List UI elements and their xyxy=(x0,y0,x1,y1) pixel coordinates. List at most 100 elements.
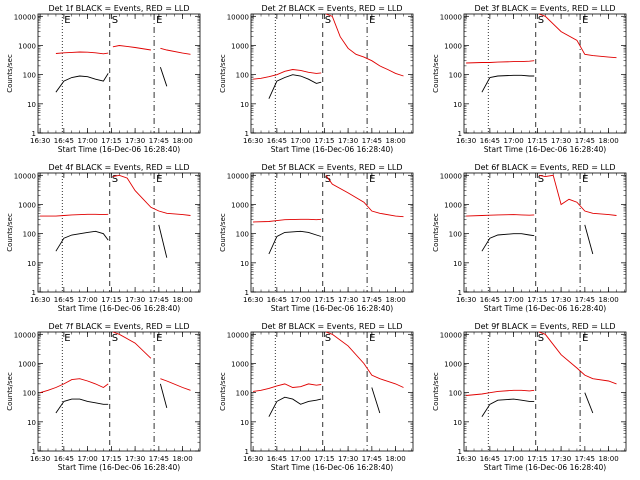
x-tick-label: 17:45 xyxy=(575,296,595,304)
x-axis-label: Start Time (16-Dec-06 16:28:40) xyxy=(58,304,180,313)
y-tick-label: 1000 xyxy=(231,42,249,50)
y-tick-label: 100 xyxy=(236,72,249,80)
x-tick-label: 18:00 xyxy=(385,455,405,463)
y-tick-label: 100 xyxy=(23,72,36,80)
x-tick-label: 17:00 xyxy=(291,296,311,304)
x-tick-label: 16:30 xyxy=(30,137,50,145)
x-axis-label: Start Time (16-Dec-06 16:28:40) xyxy=(484,463,606,472)
x-tick-label: 17:30 xyxy=(125,296,145,304)
y-tick-label: 10000 xyxy=(227,13,249,21)
x-tick-label: 17:45 xyxy=(149,137,169,145)
y-tick-label: 1 xyxy=(458,448,462,456)
series-line-events xyxy=(481,74,535,93)
y-tick-label: 100 xyxy=(236,231,249,239)
y-tick-label: 10 xyxy=(453,419,462,427)
panel-7: Det 7f BLACK = Events, RED = LLD 1 10 100 10… xyxy=(6,322,201,472)
y-tick-label: 10 xyxy=(240,260,249,268)
time-marker-label: S xyxy=(325,15,331,26)
x-tick-label: 17:30 xyxy=(551,455,571,463)
time-marker-label: E xyxy=(369,174,375,185)
y-tick-label: 10000 xyxy=(227,331,249,339)
x-tick-label: 18:00 xyxy=(172,296,192,304)
y-axis-label: Counts/sec xyxy=(6,372,14,411)
series-line-events xyxy=(268,230,322,255)
time-marker-label: E xyxy=(582,15,588,26)
series-line-events xyxy=(481,392,594,417)
x-tick-label: 17:15 xyxy=(314,137,334,145)
y-tick-label: 10 xyxy=(27,101,36,109)
y-axis-label: Counts/sec xyxy=(432,54,440,93)
panel-title: Det 1f BLACK = Events, RED = LLD xyxy=(48,4,189,13)
axes-frame xyxy=(250,331,414,452)
panel-1: Det 1f BLACK = Events, RED = LLD 1 10 100 10… xyxy=(6,4,201,154)
series-line-lld xyxy=(253,13,404,80)
x-tick-label: 18:00 xyxy=(385,296,405,304)
x-tick-label: 16:45 xyxy=(267,296,287,304)
x-tick-label: 17:45 xyxy=(149,296,169,304)
time-marker-label: E xyxy=(156,174,162,185)
panel-4: Det 4f BLACK = Events, RED = LLD 1 10 100 10… xyxy=(6,163,201,313)
y-axis-label: Counts/sec xyxy=(6,54,14,93)
axes-frame xyxy=(463,13,627,134)
time-marker-label: E xyxy=(582,174,588,185)
y-tick-label: 10000 xyxy=(440,13,462,21)
x-axis-label: Start Time (16-Dec-06 16:28:40) xyxy=(484,145,606,154)
x-tick-label: 18:00 xyxy=(172,137,192,145)
y-tick-label: 10000 xyxy=(440,331,462,339)
x-tick-label: 17:45 xyxy=(362,137,382,145)
x-axis-label: Start Time (16-Dec-06 16:28:40) xyxy=(271,463,393,472)
y-axis-label: Counts/sec xyxy=(219,372,227,411)
x-tick-label: 16:45 xyxy=(267,455,287,463)
y-tick-label: 10 xyxy=(27,260,36,268)
y-axis-label: Counts/sec xyxy=(432,372,440,411)
x-axis-label: Start Time (16-Dec-06 16:28:40) xyxy=(58,463,180,472)
y-tick-label: 1000 xyxy=(18,360,36,368)
panel-title: Det 4f BLACK = Events, RED = LLD xyxy=(48,163,189,172)
panel-title: Det 3f BLACK = Events, RED = LLD xyxy=(474,4,615,13)
time-marker-label: S xyxy=(112,15,118,26)
x-tick-label: 17:00 xyxy=(78,137,98,145)
time-marker-label: E xyxy=(582,333,588,344)
x-tick-label: 16:30 xyxy=(243,455,263,463)
axes-frame xyxy=(37,13,201,134)
x-tick-label: 17:45 xyxy=(362,296,382,304)
x-tick-label: 17:30 xyxy=(125,137,145,145)
y-tick-label: 1 xyxy=(32,130,36,138)
x-tick-label: 17:15 xyxy=(314,455,334,463)
y-tick-label: 1 xyxy=(245,448,249,456)
x-tick-label: 16:45 xyxy=(54,296,74,304)
time-marker-label: E xyxy=(369,333,375,344)
x-tick-label: 16:45 xyxy=(54,455,74,463)
x-tick-label: 17:00 xyxy=(504,137,524,145)
x-tick-label: 17:30 xyxy=(125,455,145,463)
y-tick-label: 1 xyxy=(32,448,36,456)
x-tick-label: 17:30 xyxy=(338,296,358,304)
time-marker-label: S xyxy=(538,15,544,26)
axes-frame xyxy=(37,331,201,452)
x-tick-label: 17:30 xyxy=(551,137,571,145)
y-tick-label: 1000 xyxy=(444,201,462,209)
x-tick-label: 18:00 xyxy=(385,137,405,145)
y-tick-label: 100 xyxy=(449,231,462,239)
series-line-events xyxy=(55,67,168,93)
x-tick-label: 17:15 xyxy=(101,296,121,304)
series-line-events xyxy=(269,75,380,99)
panel-5: Det 5f BLACK = Events, RED = LLD 1 10 100 10… xyxy=(219,163,414,313)
panel-9: Det 9f BLACK = Events, RED = LLD 1 10 100 10… xyxy=(432,322,627,472)
x-tick-label: 16:45 xyxy=(480,137,500,145)
y-tick-label: 1 xyxy=(245,130,249,138)
time-marker-label: S xyxy=(112,333,118,344)
y-axis-label: Counts/sec xyxy=(219,213,227,252)
x-axis-label: Start Time (16-Dec-06 16:28:40) xyxy=(58,145,180,154)
time-marker-label: E xyxy=(64,15,70,26)
time-marker-label: S xyxy=(325,174,331,185)
y-tick-label: 1 xyxy=(32,289,36,297)
x-tick-label: 17:15 xyxy=(527,455,547,463)
x-tick-label: 17:45 xyxy=(149,455,169,463)
y-tick-label: 1000 xyxy=(444,360,462,368)
y-tick-label: 10000 xyxy=(14,13,36,21)
x-axis-label: Start Time (16-Dec-06 16:28:40) xyxy=(484,304,606,313)
series-line-events xyxy=(55,224,168,258)
series-line-lld xyxy=(39,331,191,394)
